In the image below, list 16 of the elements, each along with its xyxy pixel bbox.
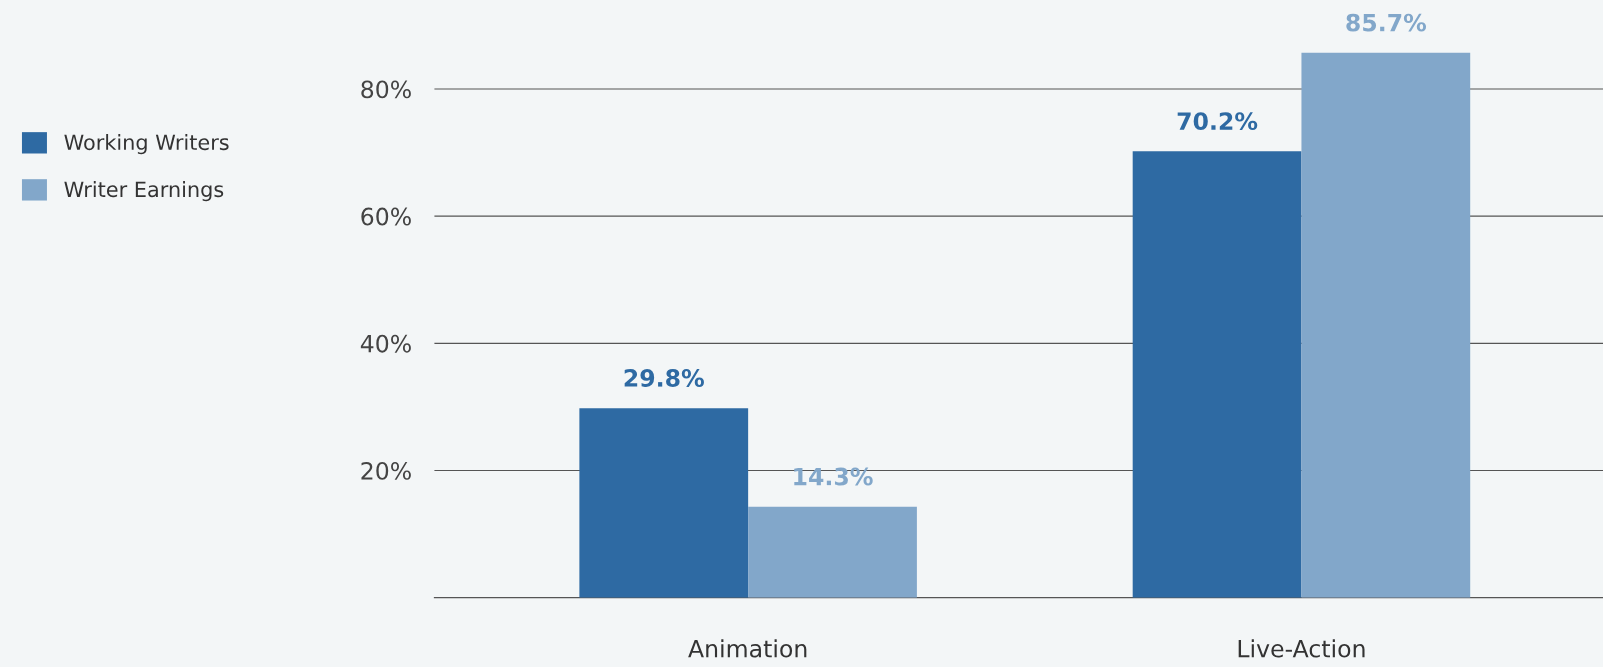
bar (579, 408, 749, 598)
y-tick-label: 40% (360, 334, 411, 353)
legend-label: Working Writers (64, 134, 229, 155)
legend-label: Writer Earnings (64, 181, 224, 202)
data-label: 29.8% (624, 369, 704, 387)
x-tick-label: Animation (688, 639, 807, 658)
x-tick-label: Live-Action (1238, 639, 1365, 658)
bar (1132, 151, 1302, 598)
data-label: 14.3% (794, 467, 873, 486)
y-tick-label: 80% (361, 80, 411, 99)
bar (748, 506, 917, 598)
bar (1301, 52, 1471, 598)
y-tick-label: 60% (361, 207, 411, 226)
data-label: 85.7% (1346, 13, 1427, 32)
data-label: 70.2% (1177, 112, 1258, 131)
y-tick-label: 20% (361, 461, 411, 480)
